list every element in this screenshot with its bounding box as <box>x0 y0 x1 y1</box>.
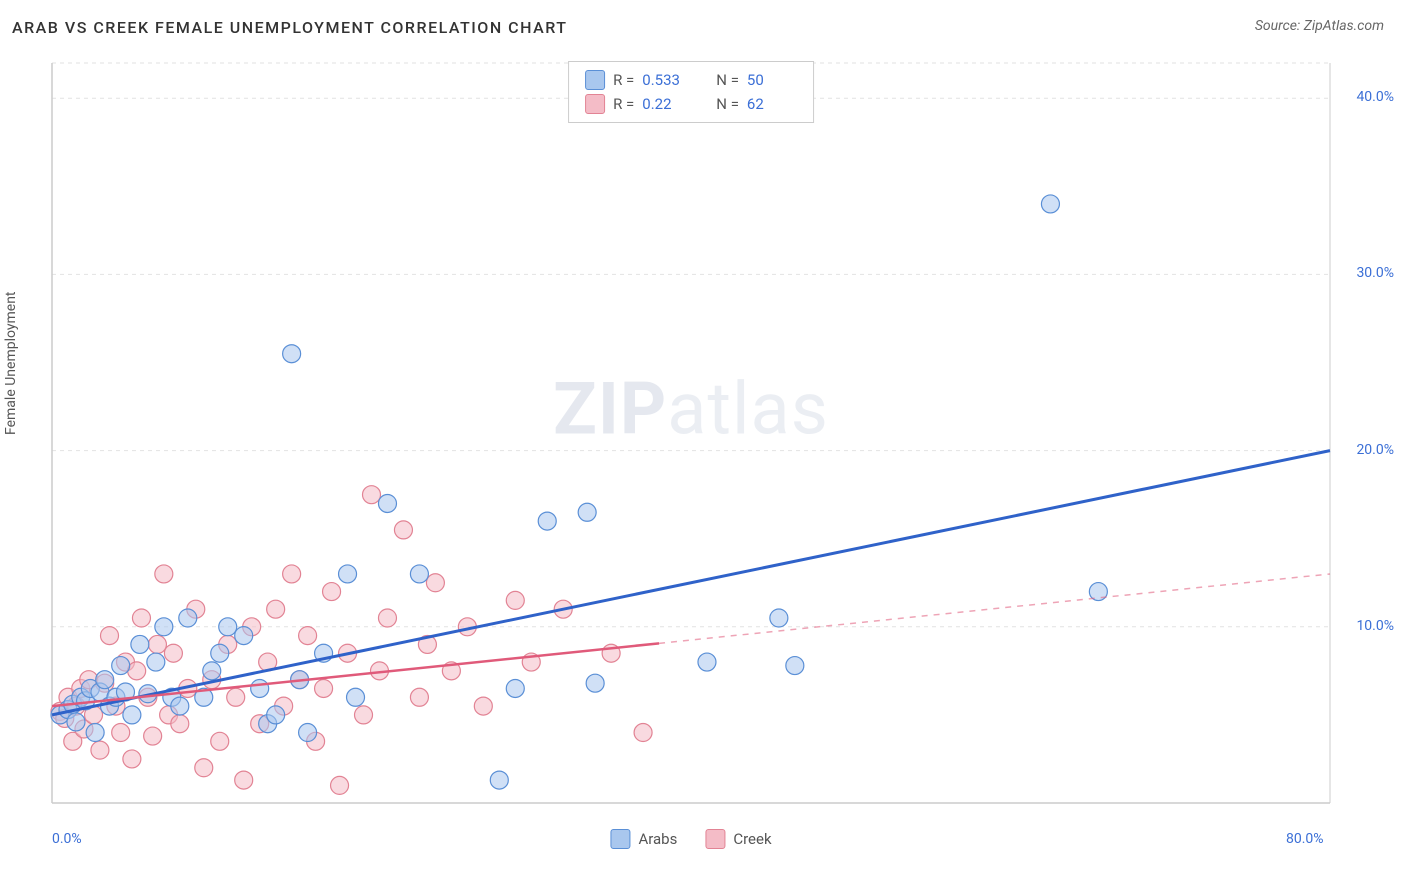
legend-label-creek: Creek <box>733 830 771 848</box>
legend-item-creek: Creek <box>705 829 771 849</box>
swatch-creek <box>705 829 725 849</box>
legend-row-creek: R = 0.22 N = 62 <box>585 92 797 116</box>
chart-title: ARAB VS CREEK FEMALE UNEMPLOYMENT CORREL… <box>12 18 1388 37</box>
y-tick-label: 10.0% <box>1356 618 1394 634</box>
n-value-arabs: 50 <box>747 71 797 89</box>
chart-container: ARAB VS CREEK FEMALE UNEMPLOYMENT CORREL… <box>0 0 1406 892</box>
x-tick-label: 0.0% <box>52 831 82 847</box>
legend-label-arabs: Arabs <box>638 830 677 848</box>
source-attribution: Source: ZipAtlas.com <box>1255 18 1384 34</box>
legend-row-arabs: R = 0.533 N = 50 <box>585 68 797 92</box>
swatch-arabs <box>585 70 605 90</box>
n-label: N = <box>716 95 739 113</box>
legend-series: Arabs Creek <box>610 829 771 849</box>
chart-svg <box>46 55 1336 825</box>
legend-correlation: R = 0.533 N = 50 R = 0.22 N = 62 <box>568 61 814 123</box>
plot-area: ZIPatlas R = 0.533 N = 50 R = 0.22 N = 6… <box>46 55 1336 825</box>
swatch-creek <box>585 94 605 114</box>
y-axis-label: Female Unemployment <box>3 291 19 435</box>
r-label: R = <box>613 71 634 89</box>
legend-item-arabs: Arabs <box>610 829 677 849</box>
y-tick-label: 40.0% <box>1356 89 1394 105</box>
y-tick-label: 20.0% <box>1356 442 1394 458</box>
swatch-arabs <box>610 829 630 849</box>
r-value-creek: 0.22 <box>642 95 692 113</box>
y-tick-label: 30.0% <box>1356 265 1394 281</box>
x-tick-label: 80.0% <box>1286 831 1324 847</box>
n-label: N = <box>716 71 739 89</box>
r-value-arabs: 0.533 <box>642 71 692 89</box>
r-label: R = <box>613 95 634 113</box>
n-value-creek: 62 <box>747 95 797 113</box>
